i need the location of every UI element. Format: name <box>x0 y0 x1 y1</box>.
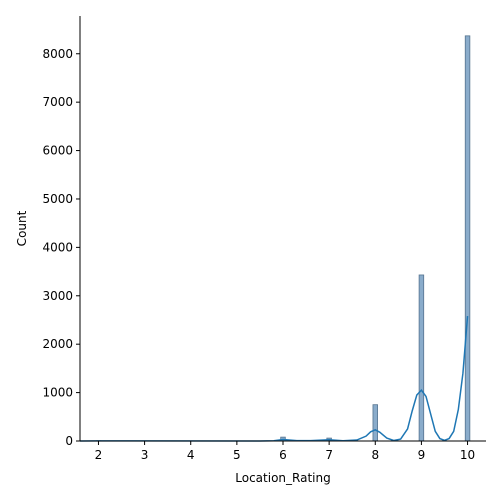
x-tick-label-6: 6 <box>279 448 287 462</box>
y-tick-label-0: 0 <box>65 434 73 448</box>
y-ticks-layer: 0 1000 2000 3000 4000 5000 6000 7000 8000 <box>42 47 80 448</box>
x-tick-label-10: 10 <box>460 448 475 462</box>
x-axis-label: Location_Rating <box>235 471 330 485</box>
kde-line <box>79 316 469 442</box>
y-tick-label-7000: 7000 <box>42 95 73 109</box>
x-tick-label-8: 8 <box>371 448 379 462</box>
y-tick-label-3000: 3000 <box>42 289 73 303</box>
x-tick-label-4: 4 <box>187 448 195 462</box>
histogram-bar-10 <box>464 35 471 442</box>
x-tick-label-2: 2 <box>95 448 103 462</box>
x-tick-label-7: 7 <box>325 448 333 462</box>
y-axis-label: Count <box>15 210 29 246</box>
bars-layer <box>95 35 471 442</box>
y-tick-label-2000: 2000 <box>42 337 73 351</box>
y-tick-label-8000: 8000 <box>42 47 73 61</box>
x-tick-label-9: 9 <box>418 448 426 462</box>
x-ticks-layer: 2 3 4 5 6 7 8 9 10 <box>95 441 475 462</box>
y-tick-label-4000: 4000 <box>42 240 73 254</box>
histogram-bar-9 <box>418 274 425 442</box>
x-tick-label-3: 3 <box>141 448 149 462</box>
y-tick-label-5000: 5000 <box>42 192 73 206</box>
y-tick-label-1000: 1000 <box>42 386 73 400</box>
y-tick-label-6000: 6000 <box>42 144 73 158</box>
x-tick-label-5: 5 <box>233 448 241 462</box>
histogram-bar-8 <box>372 404 378 442</box>
